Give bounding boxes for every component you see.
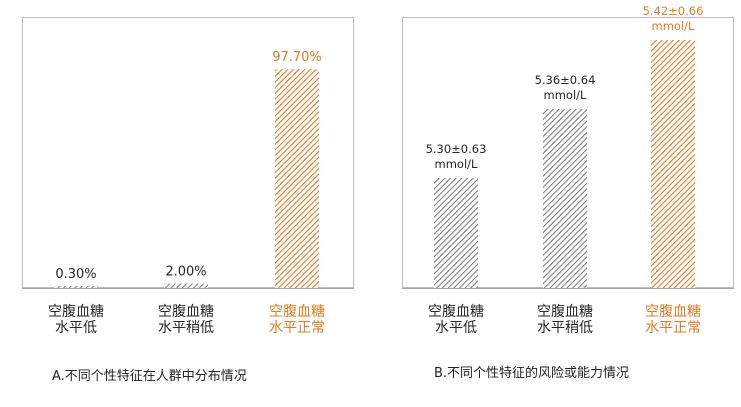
chart-b-bar-1: [434, 178, 478, 288]
chart-a-category-label-2-line-1: 空腹血糖: [158, 303, 214, 320]
chart-b-data-label-3-line-2: mmol/L: [652, 19, 696, 33]
chart-a-data-label-3: 97.70%: [272, 50, 322, 65]
chart-b-data-label-3-line-1: 5.42±0.66: [643, 4, 704, 18]
chart-b-category-label-1-line-1: 空腹血糖: [428, 303, 484, 320]
chart-b-bar-2: [543, 109, 587, 288]
chart-b-data-label-1-line-1: 5.30±0.63: [426, 142, 487, 156]
chart-b-category-label-1-line-2: 水平低: [435, 320, 477, 336]
chart-b-data-label-1-line-2: mmol/L: [435, 157, 479, 171]
chart-a-category-label-3-line-1: 空腹血糖: [269, 303, 325, 320]
chart-a-category-label-2-line-2: 水平稍低: [158, 320, 214, 336]
chart-b-data-label-2-line-2: mmol/L: [544, 88, 588, 102]
chart-a-bar-2: [164, 283, 208, 288]
chart-a-bar-1: [54, 286, 98, 288]
chart-b-marks: 5.30±0.63mmol/L空腹血糖水平低5.36±0.64mmol/L空腹血…: [426, 4, 704, 336]
chart-a-data-label-2: 2.00%: [165, 265, 206, 280]
chart-b-caption: B.不同个性特征的风险或能力情况: [434, 366, 630, 381]
chart-b-category-label-2-line-2: 水平稍低: [537, 320, 593, 336]
chart-a-caption: A.不同个性特征在人群中分布情况: [52, 369, 247, 384]
chart-b: 5.30±0.63mmol/L空腹血糖水平低5.36±0.64mmol/L空腹血…: [402, 4, 734, 336]
chart-b-category-label-2-line-1: 空腹血糖: [537, 303, 593, 320]
chart-a-bar-3: [275, 69, 319, 288]
chart-b-data-label-2-line-1: 5.36±0.64: [535, 73, 596, 87]
chart-b-category-label-3-line-1: 空腹血糖: [645, 303, 701, 320]
chart-a-category-label-1-line-2: 水平低: [55, 320, 97, 336]
chart-b-bar-3: [651, 40, 695, 288]
chart-a-category-label-1-line-1: 空腹血糖: [48, 303, 104, 320]
chart-a-category-label-3-line-2: 水平正常: [269, 320, 325, 336]
chart-a-data-label-1: 0.30%: [55, 267, 96, 282]
chart-b-category-label-3-line-2: 水平正常: [645, 320, 701, 336]
